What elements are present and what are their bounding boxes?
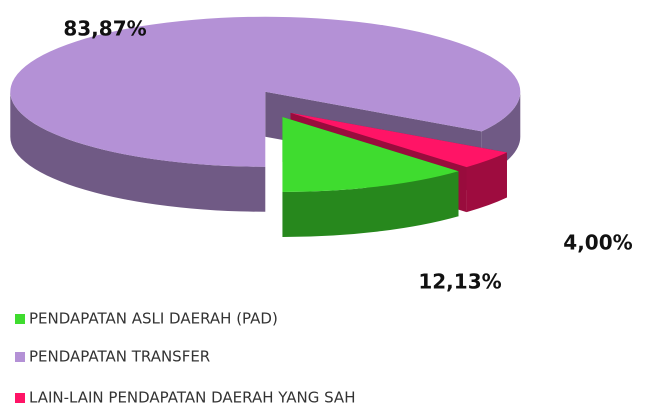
legend-swatch bbox=[15, 352, 25, 362]
slice bbox=[282, 116, 459, 192]
slice-side bbox=[10, 91, 266, 212]
slice bbox=[290, 112, 507, 168]
legend-label: PENDAPATAN ASLI DAERAH (PAD) bbox=[29, 310, 278, 328]
legend-label: PENDAPATAN TRANSFER bbox=[29, 348, 210, 366]
legend-label: LAIN-LAIN PENDAPATAN DAERAH YANG SAH bbox=[29, 389, 355, 407]
value-label: 83,87% bbox=[63, 17, 146, 41]
legend-swatch bbox=[15, 393, 25, 403]
slice-side bbox=[282, 171, 459, 237]
value-label: 4,00% bbox=[563, 231, 632, 255]
value-label: 12,13% bbox=[418, 270, 501, 294]
slice-side bbox=[466, 152, 507, 213]
slice bbox=[10, 16, 521, 167]
legend-swatch bbox=[15, 314, 25, 324]
